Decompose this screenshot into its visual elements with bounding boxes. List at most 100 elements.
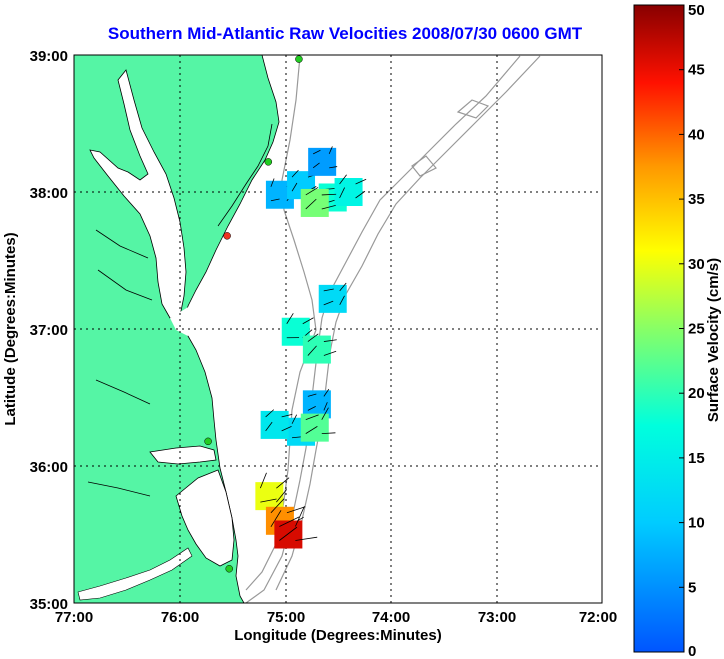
velocity-vector (307, 406, 316, 411)
velocity-vector (321, 193, 337, 196)
velocity-vector (291, 182, 298, 192)
radar-stations (204, 55, 303, 573)
velocity-vector (270, 198, 280, 202)
velocity-vector (270, 178, 275, 187)
y-tick-label: 35:00 (30, 596, 68, 613)
velocity-vector (321, 432, 336, 435)
velocity-vector (286, 506, 306, 514)
velocity-vector (355, 178, 367, 185)
velocity-vector (339, 282, 347, 292)
velocity-vector (355, 190, 366, 199)
velocity-vector (291, 169, 299, 178)
velocity-vector (339, 174, 347, 185)
colorbar-tick-label: 35 (688, 191, 705, 208)
velocity-vector (328, 146, 333, 155)
y-tick-label: 38:00 (30, 185, 68, 202)
velocity-vector (323, 339, 337, 342)
colorbar-tick-label: 25 (688, 321, 705, 338)
pamlico-sound (175, 469, 235, 567)
velocity-vector (291, 414, 298, 424)
plot-frame (73, 54, 603, 604)
velocity-vector (307, 345, 317, 356)
velocity-vector (281, 425, 292, 432)
y-axis: 39:00 38:00 37:00 36:00 35:00 Latitude (… (2, 48, 68, 613)
velocity-vector (295, 536, 318, 541)
river (87, 229, 153, 497)
y-tick-label: 37:00 (30, 322, 68, 339)
colorbar-label: Surface Velocity (cm/s) (705, 258, 722, 422)
velocity-vector (323, 402, 328, 411)
albemarle-sound (149, 445, 217, 465)
velocity-vector (276, 477, 290, 489)
delmarva-shore (217, 123, 273, 227)
velocity-vector (270, 498, 285, 514)
station-marker (225, 565, 233, 573)
velocity-vector (323, 288, 334, 292)
velocity-vector (312, 162, 320, 169)
y-tick-label: 36:00 (30, 459, 68, 476)
velocity-field (255, 146, 367, 549)
velocity-patch (300, 188, 329, 217)
velocity-vector (279, 516, 300, 527)
velocity-vector (321, 205, 336, 210)
velocity-vector (302, 317, 314, 325)
velocity-vector (305, 187, 319, 196)
x-tick-label: 73:00 (478, 609, 516, 626)
velocity-patch (302, 335, 331, 364)
x-axis: 77:00 76:00 75:00 74:00 73:00 72:00 Long… (55, 609, 617, 644)
colorbar-tick-label: 40 (688, 126, 705, 143)
station-marker (223, 232, 231, 240)
x-tick-label: 77:00 (55, 609, 93, 626)
station-marker (264, 158, 273, 166)
velocity-vector (312, 149, 321, 155)
x-axis-label: Longitude (Degrees:Minutes) (234, 627, 442, 644)
x-tick-label: 72:00 (579, 609, 617, 626)
velocity-vector (323, 350, 337, 356)
colorbar-tick-label: 20 (688, 385, 705, 402)
x-tick-label: 74:00 (372, 609, 410, 626)
velocity-patch (255, 482, 284, 511)
river-inlet (77, 547, 193, 601)
colorbar-tick-label: 30 (688, 256, 705, 273)
colorbar-tick-label: 0 (688, 643, 696, 659)
velocity-patch (334, 178, 363, 206)
colorbar-scale (633, 4, 685, 653)
colorbar-tick-label: 15 (688, 450, 705, 467)
velocity-vector (329, 166, 338, 169)
velocity-vector (307, 393, 317, 397)
velocity-patch (274, 520, 303, 549)
velocity-vector (265, 409, 275, 418)
velocity-vector (279, 526, 298, 541)
velocity-vector (259, 472, 267, 489)
velocity-patch (308, 147, 337, 176)
velocity-patch (260, 410, 289, 439)
velocity-vector (295, 506, 305, 527)
chesapeake-bay (89, 69, 187, 319)
velocity-vector (286, 313, 294, 324)
velocity-vector (292, 436, 303, 439)
velocity-vector (270, 510, 282, 528)
velocity-vector (339, 187, 345, 199)
velocity-vector (305, 414, 319, 421)
velocity-vector (281, 414, 293, 418)
velocity-vector (305, 198, 317, 210)
velocity-vector (305, 426, 318, 434)
chart-title: Southern Mid-Atlantic Raw Velocities 200… (108, 24, 583, 43)
colorbar-tick-label: 10 (688, 515, 705, 532)
station-marker (295, 55, 303, 63)
station-marker (204, 437, 212, 446)
y-tick-label: 39:00 (30, 48, 68, 65)
velocity-vector (323, 300, 334, 306)
x-tick-label: 76:00 (161, 609, 199, 626)
velocity-vector (265, 421, 273, 432)
colorbar-tick-label: 50 (688, 2, 705, 19)
colorbar-tick-label: 5 (688, 579, 696, 596)
colorbar-tick-label: 45 (688, 62, 705, 79)
velocity-vector (321, 407, 329, 420)
y-axis-label: Latitude (Degrees:Minutes) (2, 232, 19, 425)
velocity-vector (323, 388, 330, 397)
x-tick-label: 75:00 (267, 609, 305, 626)
